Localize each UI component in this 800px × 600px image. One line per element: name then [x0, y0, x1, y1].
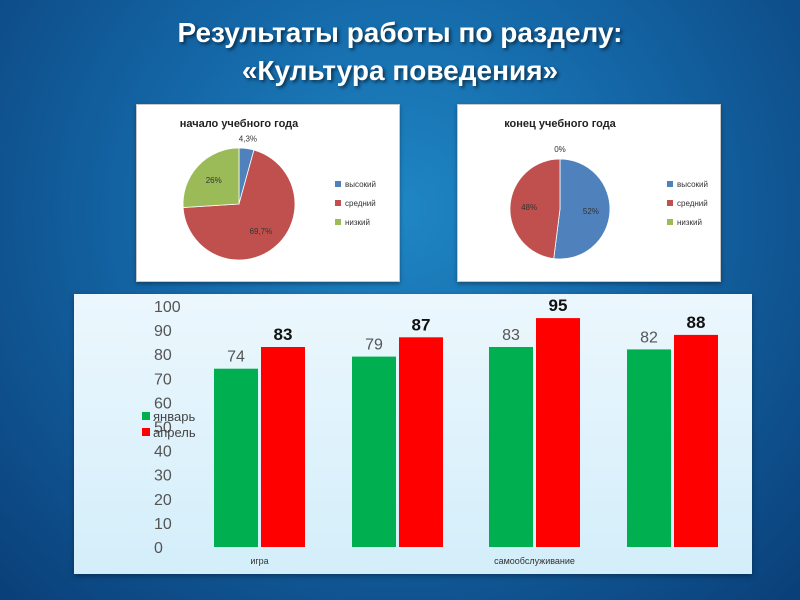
- bar-январь: [352, 356, 396, 547]
- pie-chart-end: конец учебного года 52% 48% 0% высокий средни…: [457, 104, 721, 282]
- pie-title: начало учебного года: [180, 118, 299, 130]
- y-tick-label: 20: [154, 492, 172, 509]
- bar-data-label: 82: [640, 329, 658, 346]
- pie-data-label: 48%: [521, 203, 537, 212]
- bar-data-label: 88: [687, 313, 706, 332]
- y-tick-label: 100: [154, 299, 181, 316]
- bar-data-label: 95: [549, 296, 568, 315]
- bar-январь: [627, 349, 671, 547]
- legend-label-средний: средний: [345, 199, 376, 208]
- legend-swatch-средний: [335, 200, 341, 206]
- x-category-label: игра: [250, 556, 268, 566]
- bar-апрель: [674, 334, 718, 547]
- bar-январь: [214, 368, 258, 547]
- legend-label-средний: средний: [677, 199, 708, 208]
- legend-swatch-низкий: [335, 219, 341, 225]
- legend-swatch-высокий: [335, 181, 341, 187]
- legend-swatch-высокий: [667, 181, 673, 187]
- pie-title: конец учебного года: [504, 118, 616, 130]
- y-tick-label: 70: [154, 371, 172, 388]
- pie-chart-end-svg: конец учебного года 52% 48% 0% высокий средни…: [504, 118, 708, 260]
- legend-swatch-низкий: [667, 219, 673, 225]
- y-tick-label: 60: [154, 395, 172, 412]
- pie-chart-start-svg: начало учебного года 4,3% 69,7% 26% высокий с…: [180, 118, 376, 261]
- pie-data-label: 26%: [206, 176, 222, 185]
- legend-swatch-средний: [667, 200, 673, 206]
- legend-label-апрель: апрель: [153, 425, 196, 440]
- pie-slice-средний: [182, 149, 296, 261]
- pie-data-label: 4,3%: [239, 135, 257, 144]
- legend-label-низкий: низкий: [345, 218, 370, 227]
- legend-label-январь: январь: [153, 409, 195, 424]
- y-tick-label: 40: [154, 444, 172, 461]
- pie-data-label: 69,7%: [250, 227, 273, 236]
- y-tick-label: 30: [154, 468, 172, 485]
- y-tick-label: 80: [154, 347, 172, 364]
- bar-апрель: [399, 337, 443, 547]
- bar-chart: 0 10 20 30 40 50 60 70 80 90 100 74 83 игра 79 87 83 95 са…: [74, 294, 752, 574]
- pie-slice-высокий: [553, 158, 611, 260]
- pie-slice-средний: [509, 158, 561, 260]
- pie-chart-start: начало учебного года 4,3% 69,7% 26% высокий с…: [136, 104, 400, 282]
- bar-апрель: [536, 318, 580, 547]
- bar-апрель: [261, 347, 305, 547]
- bar-data-label: 74: [227, 349, 245, 366]
- y-tick-label: 10: [154, 516, 172, 533]
- slide-title-line-2: «Культура поведения»: [241, 55, 559, 86]
- bar-data-label: 83: [502, 327, 520, 344]
- y-tick-label: 50: [154, 420, 172, 437]
- legend-swatch-январь: [142, 412, 150, 420]
- y-tick-label: 0: [154, 540, 163, 557]
- pie-slice-низкий: [182, 147, 240, 208]
- pie-data-label: 52%: [583, 207, 599, 216]
- x-category-label: самообслуживание: [494, 556, 575, 566]
- pie-data-label: 0%: [554, 145, 566, 154]
- legend-label-низкий: низкий: [677, 218, 702, 227]
- legend-label-высокий: высокий: [345, 180, 376, 189]
- legend-swatch-апрель: [142, 428, 150, 436]
- bar-data-label: 79: [365, 337, 383, 354]
- legend-label-высокий: высокий: [677, 180, 708, 189]
- bar-chart-svg: 0 10 20 30 40 50 60 70 80 90 100 74 83 игра 79 87 83 95 са…: [142, 296, 718, 566]
- bar-январь: [489, 347, 533, 547]
- slide-title: Результаты работы по разделу: «Культура …: [0, 14, 800, 90]
- bar-data-label: 83: [274, 325, 293, 344]
- y-tick-label: 90: [154, 323, 172, 340]
- slide-title-line-1: Результаты работы по разделу:: [177, 17, 623, 48]
- bar-data-label: 87: [412, 315, 431, 334]
